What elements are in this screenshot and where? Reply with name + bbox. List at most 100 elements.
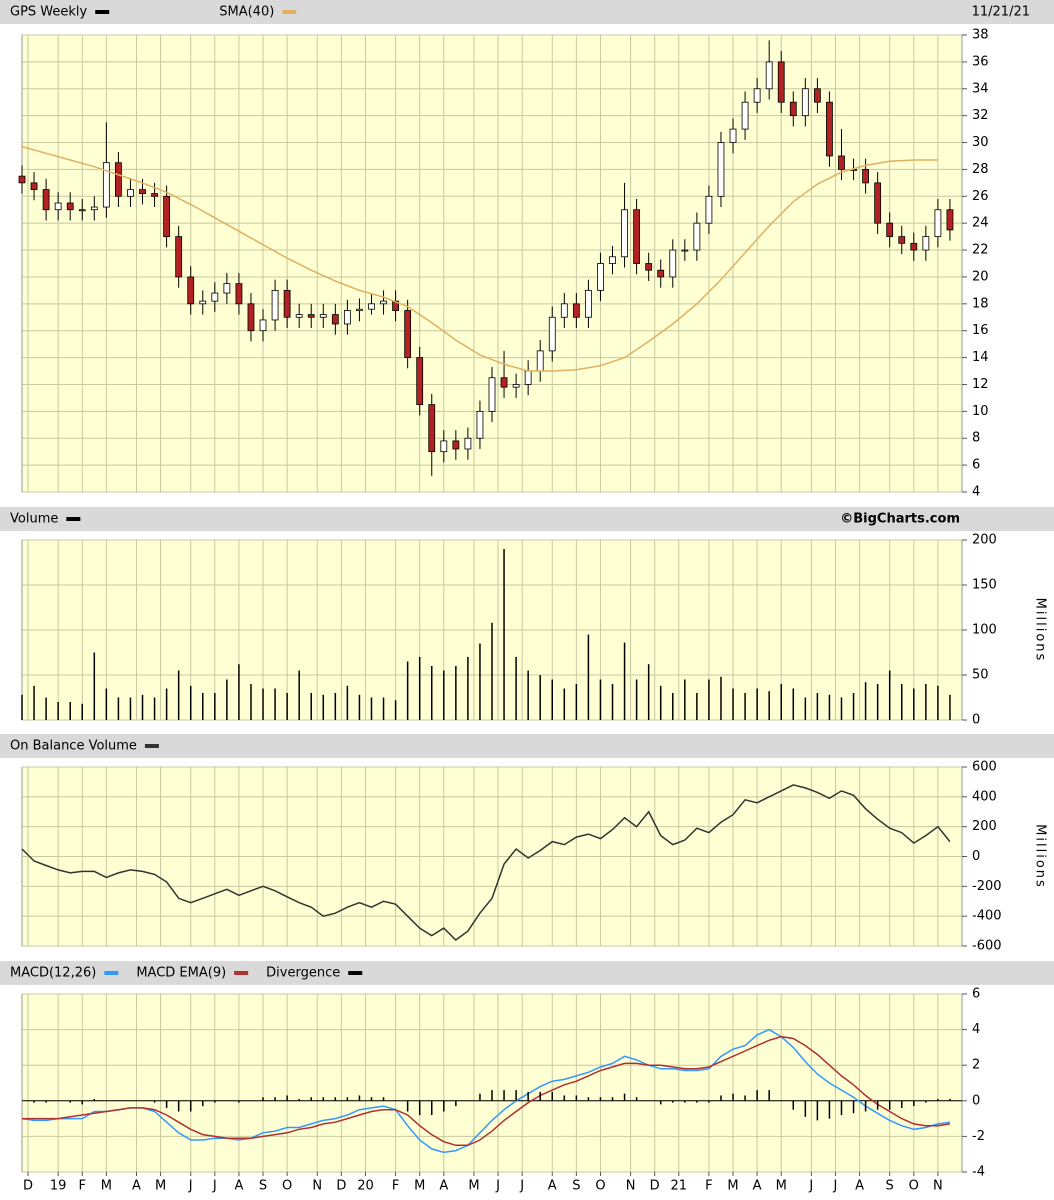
y-tick-label: 10	[972, 404, 989, 419]
y-tick-label: 12	[972, 377, 989, 392]
x-tick-label: F	[392, 1179, 399, 1194]
y-tick-label: 38	[972, 28, 989, 43]
y-tick-label: 150	[972, 578, 997, 593]
candle-body	[609, 256, 616, 264]
y-tick-label: 14	[972, 350, 989, 365]
y-tick-label: 20	[972, 269, 989, 284]
chart-date: 11/21/21	[972, 5, 1030, 20]
candle-body	[548, 316, 556, 352]
x-tick-label: S	[886, 1179, 894, 1194]
candle-body	[838, 155, 845, 170]
y-tick-label: -200	[972, 879, 1002, 894]
legend-swatch	[348, 971, 363, 975]
x-tick-label: 21	[671, 1179, 688, 1194]
plot-area	[21, 993, 963, 1173]
candle-body	[319, 314, 327, 318]
candle-body	[115, 162, 122, 197]
legend-swatch	[66, 517, 81, 521]
y-tick-label: 36	[972, 54, 989, 69]
y-tick-label: 30	[972, 135, 989, 150]
y-axis-label: Millions	[1033, 598, 1048, 663]
x-tick-label: A	[548, 1179, 557, 1194]
legend-swatch	[282, 10, 297, 14]
x-tick-label: J	[519, 1179, 524, 1194]
y-tick-label: 28	[972, 162, 989, 177]
candle-body	[597, 263, 604, 291]
y-tick-label: 6	[972, 458, 980, 473]
x-tick-label: J	[188, 1179, 193, 1194]
candle-body	[452, 440, 460, 450]
candle-body	[946, 209, 954, 231]
x-tick-label: F	[79, 1179, 86, 1194]
y-tick-label: 4	[972, 1022, 980, 1037]
candle-body	[151, 193, 158, 197]
candle-body	[705, 195, 713, 224]
y-tick-label: 22	[972, 243, 989, 258]
y-tick-label: 18	[972, 296, 989, 311]
legend-label: GPS Weekly	[10, 5, 88, 20]
candle-body	[898, 236, 906, 244]
x-tick-label: J	[808, 1179, 813, 1194]
y-tick-label: 24	[972, 216, 989, 231]
candle-body	[669, 249, 677, 278]
y-tick-label: 400	[972, 789, 997, 804]
candle-body	[404, 310, 412, 358]
candle-body	[862, 169, 869, 184]
candle-body	[693, 222, 701, 251]
x-tick-label: 19	[50, 1179, 67, 1194]
candle-body	[368, 303, 375, 310]
x-tick-label: O	[909, 1179, 919, 1194]
legend-label: Volume	[10, 512, 58, 527]
candle-body	[175, 236, 183, 278]
y-tick-label: 0	[972, 1093, 980, 1108]
candle-body	[922, 236, 930, 251]
x-tick-label: A	[855, 1179, 864, 1194]
y-tick-label: -400	[972, 909, 1002, 924]
y-tick-label: 34	[972, 81, 989, 96]
x-tick-label: J	[833, 1179, 838, 1194]
data-line	[22, 1035, 951, 1147]
candle-body	[934, 209, 942, 238]
candle-body	[645, 263, 653, 271]
legend-swatch	[104, 971, 119, 975]
x-tick-label: M	[414, 1179, 425, 1194]
candle-body	[476, 410, 484, 439]
x-tick-label: J	[212, 1179, 217, 1194]
candle-body	[741, 101, 749, 130]
x-tick-label: J	[495, 1179, 500, 1194]
x-tick-label: N	[933, 1179, 943, 1194]
candle-body	[199, 300, 207, 305]
y-tick-label: 200	[972, 819, 997, 834]
candle-body	[223, 283, 231, 294]
candle-body	[18, 175, 26, 184]
candle-body	[42, 189, 50, 211]
y-tick-label: -2	[972, 1129, 985, 1144]
candle-body	[512, 384, 520, 388]
y-axis-label: Millions	[1033, 824, 1048, 889]
data-line	[21, 784, 951, 941]
y-tick-label: 2	[972, 1058, 980, 1073]
candle-body	[801, 88, 809, 117]
legend-label: MACD(12,26)	[10, 966, 96, 981]
candle-body	[163, 195, 171, 238]
candle-body	[271, 289, 279, 321]
y-tick-label: 6	[972, 987, 980, 1002]
candle-body	[560, 303, 568, 318]
header-bar	[0, 961, 1054, 985]
y-tick-label: 600	[972, 760, 997, 775]
candle-body	[187, 276, 195, 305]
candle-body	[717, 142, 725, 197]
candle-body	[30, 182, 38, 190]
y-tick-label: 4	[972, 485, 980, 500]
candle-body	[102, 162, 110, 208]
candle-body	[440, 440, 448, 453]
x-tick-label: N	[312, 1179, 322, 1194]
x-tick-label: S	[572, 1179, 580, 1194]
candle-body	[343, 310, 351, 325]
legend-swatch	[234, 971, 249, 975]
candle-body	[657, 269, 665, 278]
header-bar	[0, 507, 1054, 531]
candle-body	[826, 101, 833, 157]
y-tick-label: 0	[972, 713, 980, 728]
